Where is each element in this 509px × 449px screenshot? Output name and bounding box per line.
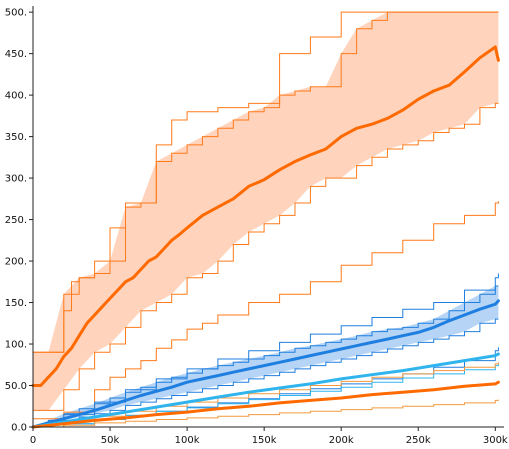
series-line-3 <box>31 380 500 429</box>
thin-line-6 <box>33 399 499 428</box>
axis-ticks: 0.0 50.0 100. 150. 200. 250. 300. 350. 400. 450. 5… <box>5 8 508 446</box>
x-tick-label: 50k <box>101 435 120 446</box>
y-tick-label: 100. <box>5 340 27 351</box>
x-tick-label: 150k <box>252 435 277 446</box>
y-tick-label: 400. <box>5 91 27 102</box>
band-fill-0 <box>33 12 499 411</box>
x-tick-label: 300k <box>483 435 508 446</box>
y-tick-label: 450. <box>5 49 27 60</box>
x-tick-label: 200k <box>329 435 354 446</box>
y-tick-label: 500. <box>5 8 27 19</box>
axes <box>32 6 504 428</box>
x-tick-label: 0 <box>30 435 36 446</box>
x-tick-label: 100k <box>175 435 200 446</box>
x-tick-label: 250k <box>406 435 431 446</box>
y-tick-label: 50.0 <box>5 381 27 392</box>
thin-line-2 <box>33 273 499 428</box>
y-tick-label: 0.0 <box>11 423 27 434</box>
thin-line-1 <box>33 201 499 420</box>
y-tick-label: 150. <box>5 298 27 309</box>
band-lower-edge-1 <box>33 318 499 428</box>
band-upper-edge-0 <box>33 11 499 353</box>
series-line-2 <box>31 352 500 429</box>
y-tick-label: 350. <box>5 132 27 143</box>
y-tick-label: 200. <box>5 257 27 268</box>
series-line-1 <box>31 299 500 429</box>
thin-line-0 <box>33 11 499 353</box>
y-tick-label: 250. <box>5 215 27 226</box>
main-series-lines <box>31 45 500 429</box>
thin-line-5 <box>33 362 499 428</box>
y-tick-label: 300. <box>5 174 27 185</box>
series-line-0 <box>31 45 500 387</box>
band-upper-edge-1 <box>33 285 499 428</box>
band-lower-edge-0 <box>33 102 499 411</box>
